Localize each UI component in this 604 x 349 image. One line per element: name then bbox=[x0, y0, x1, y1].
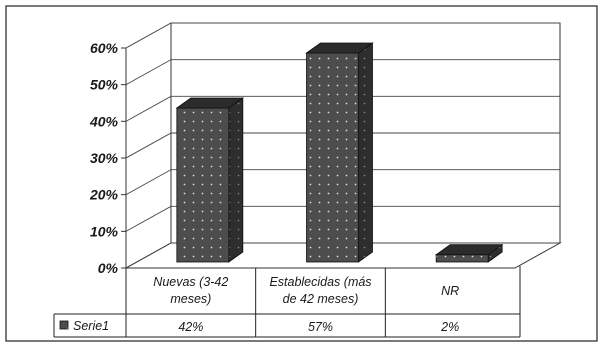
gridlines bbox=[125, 22, 560, 269]
x-category-label: de 42 meses) bbox=[283, 292, 359, 306]
y-tick-label: 50% bbox=[90, 77, 119, 93]
y-tick-label: 30% bbox=[90, 150, 119, 166]
x-category-label: NR bbox=[441, 284, 459, 298]
data-value-label: 2% bbox=[440, 320, 459, 334]
bar-front bbox=[176, 107, 230, 263]
gridline bbox=[125, 205, 560, 232]
legend-label: Serie1 bbox=[73, 319, 109, 333]
chart-frame bbox=[5, 5, 598, 342]
gridline bbox=[125, 22, 560, 49]
bar-side bbox=[358, 42, 373, 263]
gridline bbox=[125, 169, 560, 196]
bar-top bbox=[305, 42, 374, 54]
bar-front bbox=[306, 52, 359, 263]
gridline bbox=[125, 132, 560, 159]
y-tick-label: 60% bbox=[90, 40, 119, 56]
bar-front bbox=[435, 254, 489, 263]
bar-side bbox=[228, 97, 244, 263]
bar-top bbox=[434, 244, 504, 256]
y-axis-ticks: 0% 10% 20% 30% 40% 50% 60% bbox=[89, 40, 126, 276]
y-tick-label: 0% bbox=[98, 260, 119, 276]
y-tick-label: 10% bbox=[90, 223, 119, 239]
gridline bbox=[125, 95, 560, 122]
bar-top bbox=[175, 97, 245, 109]
data-table: Nuevas (3-42 meses) Establecidas (más de 42… bbox=[53, 266, 521, 338]
gridline bbox=[125, 59, 560, 86]
bar bbox=[305, 42, 374, 263]
x-category-label: Establecidas (más bbox=[269, 275, 371, 289]
y-tick-label: 40% bbox=[89, 113, 119, 129]
bar bbox=[175, 97, 245, 263]
y-tick-label: 20% bbox=[89, 187, 119, 203]
bar bbox=[434, 243, 504, 263]
legend-swatch bbox=[59, 320, 69, 330]
data-value-label: 42% bbox=[178, 320, 203, 334]
x-category-label: Nuevas (3-42 bbox=[153, 275, 228, 289]
x-category-label: meses) bbox=[170, 292, 211, 306]
bars bbox=[175, 42, 504, 263]
data-value-label: 57% bbox=[308, 320, 333, 334]
gridline bbox=[125, 242, 560, 269]
